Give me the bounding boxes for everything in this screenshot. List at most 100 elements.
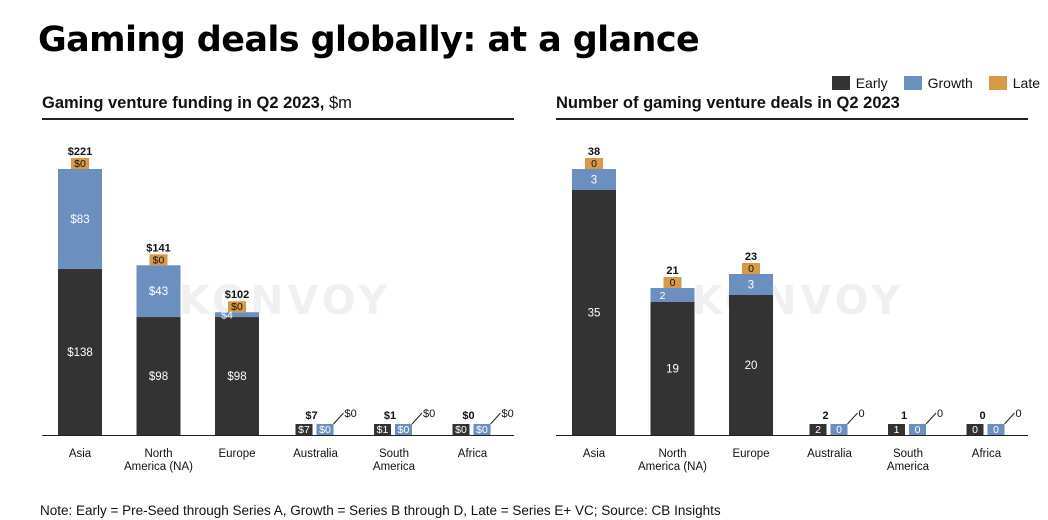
deals-label-early-4: 1 xyxy=(894,424,900,436)
deals-category-label-4-1: America xyxy=(887,461,930,473)
deals-bar-growth-2 xyxy=(729,274,773,295)
watermark-text-0: KONVOY xyxy=(179,278,391,324)
funding-label-late-0: $0 xyxy=(74,158,86,170)
deals-bar-early-4 xyxy=(888,424,905,435)
deals-chart-title-rule xyxy=(556,118,1028,120)
deals-label-growth-5: 0 xyxy=(993,424,999,436)
funding-category-label-4-1: America xyxy=(373,461,416,473)
funding-chart-unit: $m xyxy=(324,94,352,112)
deals-label-late-1: 0 xyxy=(670,277,676,289)
funding-label-early-0: $138 xyxy=(67,347,93,359)
funding-label-growth-2: $4 xyxy=(221,310,233,322)
legend-swatch-late xyxy=(988,76,1007,90)
deals-label-late-0: 0 xyxy=(591,158,597,170)
funding-bar-growth-0 xyxy=(58,169,102,269)
deals-category-label-1-1: America (NA) xyxy=(638,461,707,473)
deals-total-1: 21 xyxy=(666,265,678,277)
funding-total-4: $1 xyxy=(384,410,396,422)
funding-bar-growth-4 xyxy=(395,424,412,435)
legend-item-growth: Growth xyxy=(903,75,973,91)
legend-swatch-growth xyxy=(903,76,922,90)
legend-label-early: Early xyxy=(855,75,888,91)
funding-bar-early-0 xyxy=(58,268,102,435)
legend-label-growth: Growth xyxy=(927,75,973,91)
deals-late-leader-3 xyxy=(847,412,858,425)
funding-category-label-2-0: Europe xyxy=(218,448,255,460)
funding-bar-early-1 xyxy=(136,317,181,435)
deals-bar-late-2 xyxy=(742,263,760,274)
funding-label-early-4: $1 xyxy=(377,424,389,436)
funding-label-growth-5: $0 xyxy=(476,424,488,436)
deals-label-late-4: 0 xyxy=(937,408,943,420)
deals-label-growth-0: 3 xyxy=(591,175,597,187)
deals-bar-early-3 xyxy=(809,424,827,435)
deals-bar-growth-5 xyxy=(987,424,1005,435)
funding-label-early-1: $98 xyxy=(149,371,168,383)
funding-chart-title: Gaming venture funding in Q2 2023, $m xyxy=(42,94,352,113)
funding-bar-growth-5 xyxy=(473,424,491,435)
deals-bar-growth-4 xyxy=(909,424,926,435)
chart-legend: Early Growth Late xyxy=(831,75,1040,91)
funding-category-label-1-0: North xyxy=(144,448,172,460)
deals-label-growth-2: 3 xyxy=(748,280,754,292)
deals-label-late-3: 0 xyxy=(859,408,865,420)
funding-late-leader-3 xyxy=(333,412,344,425)
deals-category-label-0-0: Asia xyxy=(583,448,606,460)
deals-label-late-5: 0 xyxy=(1016,408,1022,420)
deals-bar-early-5 xyxy=(966,424,984,435)
deals-label-early-2: 20 xyxy=(745,360,758,372)
funding-bar-growth-2 xyxy=(215,312,259,318)
funding-category-label-5-0: Africa xyxy=(458,448,488,460)
deals-label-late-2: 0 xyxy=(748,263,754,275)
deals-bar-growth-3 xyxy=(830,424,848,435)
deals-category-label-5-0: Africa xyxy=(972,448,1002,460)
funding-total-0: $221 xyxy=(68,146,92,158)
deals-bar-late-0 xyxy=(585,158,603,169)
deals-category-label-1-0: North xyxy=(658,448,686,460)
funding-total-5: $0 xyxy=(462,410,474,422)
funding-category-label-1-1: America (NA) xyxy=(124,461,193,473)
deals-label-early-1: 19 xyxy=(666,364,679,376)
deals-chart-title: Number of gaming venture deals in Q2 202… xyxy=(556,94,900,112)
funding-category-label-4-0: South xyxy=(379,448,409,460)
deals-total-4: 1 xyxy=(901,410,907,422)
funding-label-early-3: $7 xyxy=(298,424,310,436)
funding-label-early-5: $0 xyxy=(455,424,467,436)
deals-total-3: 2 xyxy=(822,410,828,422)
legend-item-early: Early xyxy=(831,75,888,91)
deals-bar-growth-1 xyxy=(650,288,695,302)
funding-total-1: $141 xyxy=(146,242,170,254)
funding-bar-late-0 xyxy=(71,158,89,169)
deals-label-growth-1: 2 xyxy=(660,290,666,302)
funding-category-label-3-0: Australia xyxy=(293,448,338,460)
funding-label-late-1: $0 xyxy=(153,254,165,266)
deals-category-label-4-0: South xyxy=(893,448,923,460)
funding-label-late-4: $0 xyxy=(423,408,435,420)
deals-bar-early-2 xyxy=(729,295,773,435)
funding-label-late-2: $0 xyxy=(231,301,243,313)
funding-total-2: $102 xyxy=(225,289,249,301)
funding-bar-early-2 xyxy=(215,317,259,435)
deals-category-label-3-0: Australia xyxy=(807,448,852,460)
legend-item-late: Late xyxy=(988,75,1040,91)
funding-category-label-0-0: Asia xyxy=(69,448,92,460)
funding-bar-early-3 xyxy=(295,424,313,435)
funding-bar-growth-3 xyxy=(316,424,334,435)
deals-label-early-5: 0 xyxy=(972,424,978,436)
deals-bar-early-1 xyxy=(650,302,695,435)
funding-bar-early-5 xyxy=(452,424,470,435)
funding-bar-growth-1 xyxy=(136,265,181,318)
legend-swatch-early xyxy=(831,76,850,90)
funding-label-growth-4: $0 xyxy=(398,424,410,436)
footnote: Note: Early = Pre-Seed through Series A,… xyxy=(40,503,721,518)
funding-label-early-2: $98 xyxy=(227,371,246,383)
funding-bar-late-2 xyxy=(228,301,246,313)
funding-late-leader-5 xyxy=(490,412,501,425)
funding-label-late-5: $0 xyxy=(502,408,514,420)
funding-chart-title-text: Gaming venture funding in Q2 2023, xyxy=(42,94,325,112)
funding-bar-early-4 xyxy=(374,424,391,435)
deals-late-leader-5 xyxy=(1004,412,1015,425)
deals-label-growth-4: 0 xyxy=(915,424,921,436)
deals-bar-late-1 xyxy=(663,277,682,288)
